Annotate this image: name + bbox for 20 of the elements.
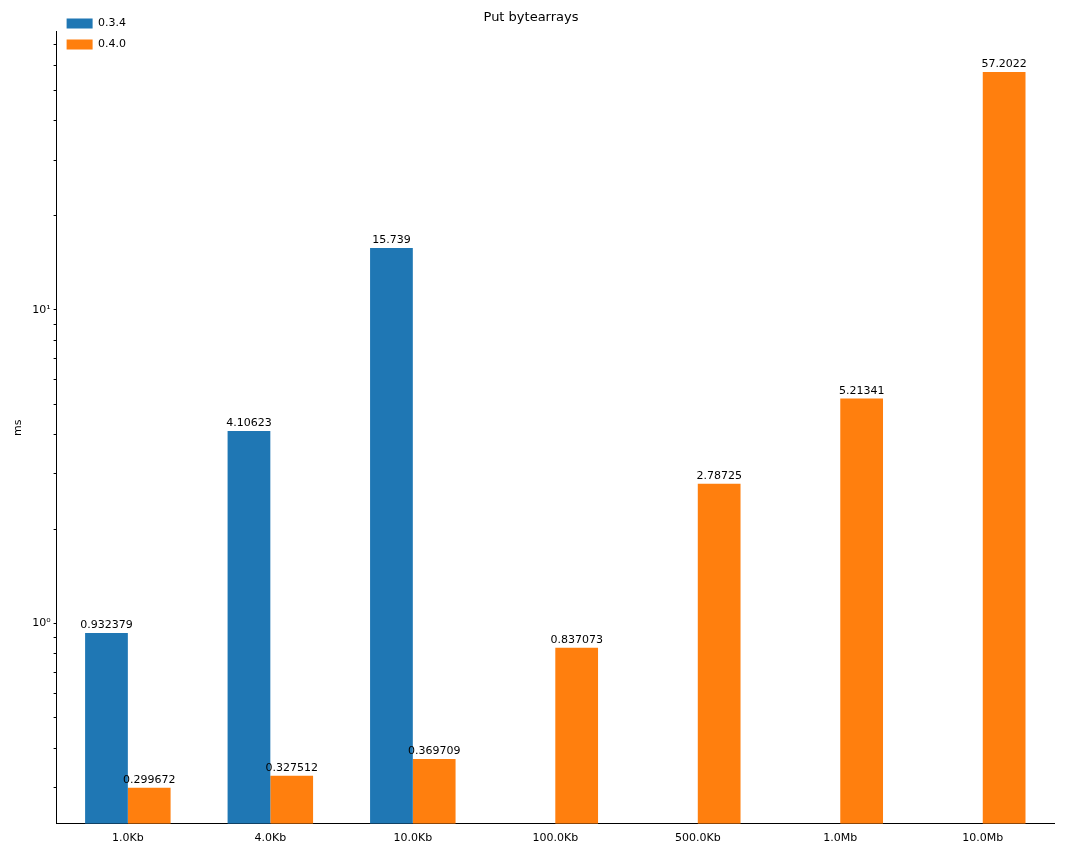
legend-label: 0.3.4 [98,16,127,30]
legend-label: 0.4.0 [98,37,127,51]
x-tick-label: 500.0Kb [674,831,721,845]
data-label: 5.21341 [838,383,885,397]
x-tick-label: 1.0Kb [112,831,144,845]
y-tick-label: 10¹ [32,302,51,316]
x-tick-label: 1.0Mb [823,831,858,845]
x-tick-label: 10.0Kb [393,831,433,845]
y-axis-title: ms [11,419,25,436]
x-tick-label: 4.0Kb [254,831,287,845]
x-tick-label: 10.0Mb [962,831,1004,845]
data-label: 0.932379 [80,618,133,632]
data-label: 15.739 [372,233,411,247]
x-tick-label: 100.0Kb [532,831,579,845]
data-label: 2.78725 [696,469,742,483]
chart-title: Put bytearrays [483,9,579,25]
y-tick-label: 10⁰ [32,616,52,630]
data-label: 0.837073 [550,633,603,647]
data-label: 4.10623 [226,416,272,430]
data-label: 57.2022 [981,57,1027,71]
